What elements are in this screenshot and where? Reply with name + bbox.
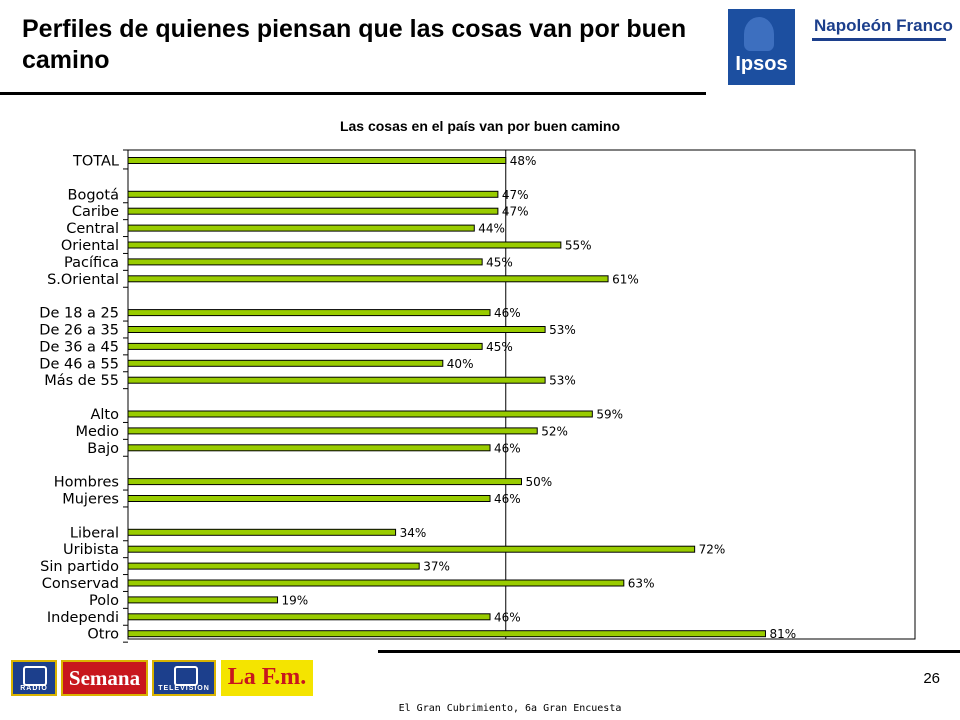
bar — [127, 495, 491, 502]
rcn-radio-logo: RADIO — [11, 660, 57, 696]
category-label: Central — [66, 221, 119, 237]
semana-logo: Semana — [61, 660, 148, 696]
rcn-radio-label: RADIO — [20, 685, 48, 692]
bar — [127, 562, 420, 570]
value-label: 63% — [628, 577, 655, 591]
rcn-television-label: TELEVISION — [158, 685, 210, 692]
category-label: Bajo — [87, 441, 119, 457]
ipsos-emblem-icon — [744, 17, 774, 51]
bar — [127, 326, 546, 333]
value-label: 19% — [282, 593, 309, 607]
title-divider — [0, 92, 706, 95]
bar — [127, 376, 546, 384]
value-label: 81% — [769, 627, 796, 641]
category-label: De 18 a 25 — [39, 306, 119, 322]
page-title: Perfiles de quienes piensan que las cosa… — [22, 15, 687, 74]
value-label: 40% — [447, 357, 474, 371]
bar — [127, 207, 499, 215]
chart-title: Las cosas en el país van por buen camino — [339, 118, 621, 134]
category-label: Otro — [87, 627, 119, 643]
category-label: Caribe — [72, 204, 119, 220]
category-label: Hombres — [54, 475, 119, 491]
category-label: Conservad — [42, 576, 119, 592]
value-label: 52% — [541, 424, 568, 438]
bar — [127, 545, 696, 553]
value-label: 44% — [478, 222, 505, 236]
value-label: 47% — [502, 188, 529, 202]
value-label: 46% — [494, 492, 521, 506]
bar — [127, 359, 444, 367]
bar — [127, 478, 522, 486]
category-label: Pacífica — [64, 255, 119, 271]
value-label: 59% — [596, 408, 623, 422]
category-label: Liberal — [70, 525, 119, 541]
bar — [127, 613, 491, 621]
bar — [127, 258, 483, 266]
bar — [127, 410, 593, 418]
bar — [127, 444, 491, 452]
value-label: 53% — [549, 323, 576, 337]
value-label: 34% — [400, 526, 427, 540]
value-label: 47% — [502, 205, 529, 219]
value-label: 46% — [494, 306, 521, 320]
bar — [127, 241, 562, 249]
bar — [127, 342, 483, 350]
category-label: Oriental — [61, 238, 119, 254]
value-label: 48% — [510, 154, 537, 168]
category-label: De 46 a 55 — [39, 356, 119, 372]
category-label: S.Oriental — [47, 272, 119, 288]
category-label: Medio — [75, 424, 119, 440]
value-label: 72% — [699, 543, 726, 557]
category-label: Polo — [89, 593, 119, 609]
bar — [127, 224, 475, 232]
category-label: Más de 55 — [44, 373, 119, 389]
value-label: 53% — [549, 374, 576, 388]
bar — [127, 157, 507, 164]
category-label: De 26 a 35 — [39, 323, 119, 339]
bar — [127, 528, 397, 536]
plot-frame — [127, 149, 916, 640]
la-fm-logo: La F.m. — [221, 660, 313, 696]
category-label: Uribista — [63, 542, 119, 558]
category-label: Independi — [47, 610, 119, 626]
value-label: 45% — [486, 340, 513, 354]
category-label: Sin partido — [40, 559, 119, 575]
bar — [127, 630, 766, 638]
value-label: 37% — [423, 560, 450, 574]
rcn-radio-emblem-icon — [23, 666, 47, 686]
napoleon-franco-logo: Napoleón Franco — [814, 16, 953, 35]
bar — [127, 427, 538, 435]
value-label: 61% — [612, 272, 639, 286]
bar — [127, 190, 499, 198]
bar — [127, 275, 609, 283]
category-label: Alto — [90, 407, 119, 423]
ipsos-logo: Ipsos — [728, 9, 795, 85]
category-label: Bogotá — [68, 187, 119, 203]
footer-caption: El Gran Cubrimiento, 6a Gran Encuesta — [398, 703, 622, 714]
napoleon-franco-underline — [812, 38, 946, 41]
category-label: TOTAL — [72, 154, 119, 170]
bar — [127, 309, 491, 317]
rcn-television-emblem-icon — [174, 666, 198, 686]
page-number: 26 — [923, 670, 940, 687]
category-label: De 36 a 45 — [39, 339, 119, 355]
bar — [127, 596, 279, 604]
category-label: Mujeres — [62, 492, 119, 508]
value-label: 45% — [486, 255, 513, 269]
value-label: 55% — [565, 239, 592, 253]
ipsos-logo-text: Ipsos — [735, 53, 788, 75]
value-label: 46% — [494, 610, 521, 624]
footer-divider — [378, 650, 960, 653]
value-label: 46% — [494, 441, 521, 455]
bar — [127, 579, 625, 587]
value-label: 50% — [526, 475, 553, 489]
rcn-television-logo: TELEVISION — [152, 660, 216, 696]
